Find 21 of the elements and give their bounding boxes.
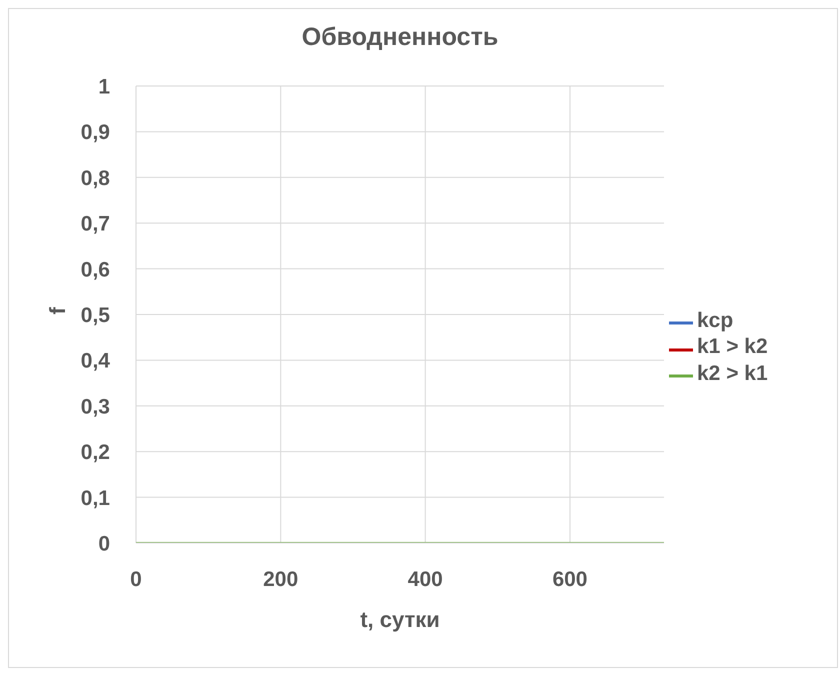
chart-title: Обводненность [300, 23, 500, 52]
y-tick-label: 0,8 [80, 166, 110, 190]
x-tick-label: 200 [263, 568, 298, 591]
y-tick-label: 0,3 [80, 395, 110, 418]
y-tick-label: 0,4 [80, 350, 110, 373]
legend-label: k1 > k2 [697, 335, 768, 358]
x-tick-label: 0 [130, 568, 142, 591]
y-tick-label: 0,9 [80, 121, 110, 144]
x-tick-label: 600 [552, 568, 588, 591]
y-tick-label: 0,5 [80, 304, 110, 327]
y-tick-label: 0 [98, 532, 110, 556]
legend-label: kcp [697, 309, 734, 332]
y-axis-title: f [44, 306, 70, 314]
x-axis-title: t, сутки [360, 607, 440, 632]
y-tick-label: 0,7 [80, 212, 110, 236]
x-tick-label: 400 [408, 568, 443, 591]
legend-label: k2 > k1 [697, 362, 768, 385]
y-tick-label: 0,2 [80, 441, 110, 464]
y-tick-label: 0,1 [80, 486, 110, 510]
y-tick-label: 0,6 [80, 258, 110, 282]
y-tick-label: 1 [98, 75, 110, 98]
